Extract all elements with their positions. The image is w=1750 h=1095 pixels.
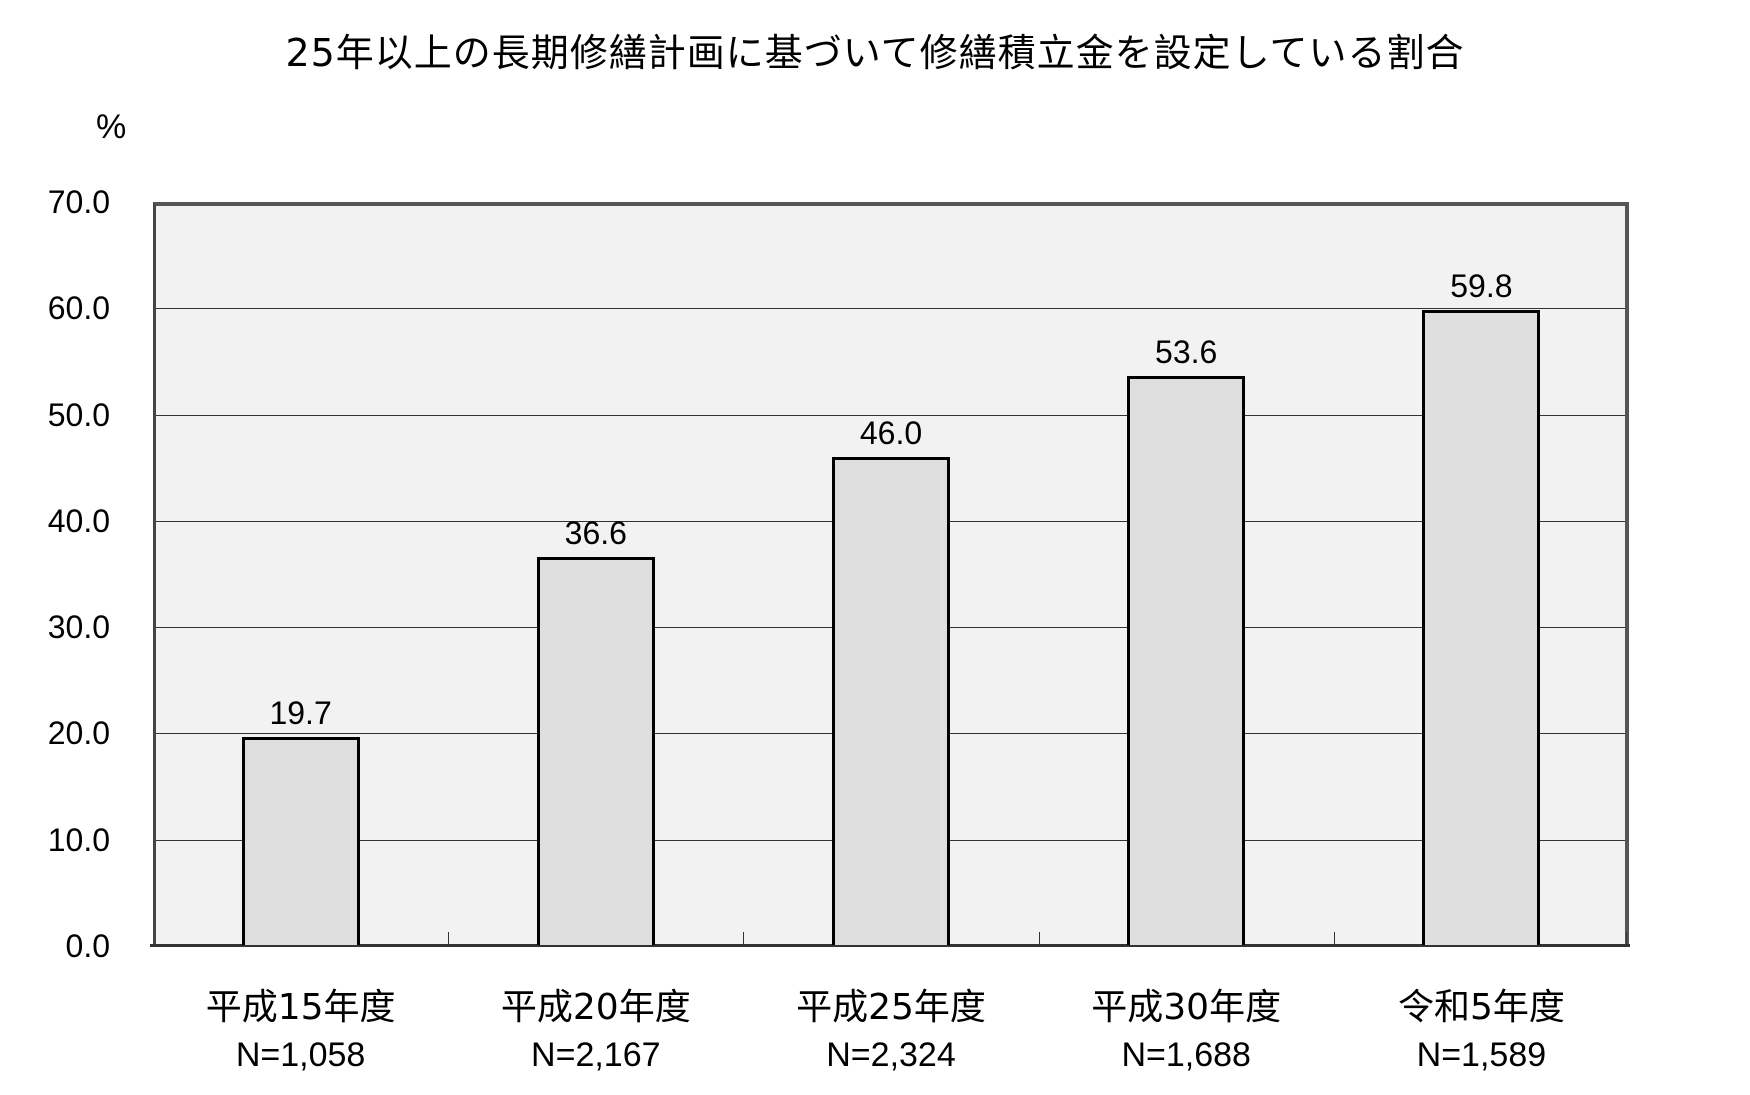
y-tick-label: 60.0: [47, 290, 110, 327]
chart-title: 25年以上の長期修繕計画に基づいて修繕積立金を設定している割合: [285, 31, 1465, 75]
x-category-label: 平成15年度: [205, 987, 396, 1028]
bar: [241, 736, 360, 945]
bar: [536, 556, 655, 945]
bar-value-label: 59.8: [1450, 268, 1513, 305]
y-tick-label: 0.0: [65, 928, 110, 964]
bar-value-label: 46.0: [859, 415, 923, 452]
x-category-label: 平成25年度: [796, 987, 986, 1028]
y-tick-label: 10.0: [47, 821, 110, 858]
bar-value-label: 53.6: [1155, 334, 1218, 371]
sample-size-label: N=1,058: [235, 1036, 366, 1074]
gridline: [156, 308, 1625, 310]
x-category-label: 令和5年度: [1397, 987, 1565, 1028]
y-tick-label: 20.0: [47, 715, 110, 752]
sample-size-label: N=2,167: [531, 1036, 661, 1074]
x-category-label: 平成20年度: [500, 987, 691, 1028]
bar: [832, 457, 950, 945]
x-tick-mark: [1038, 932, 1040, 944]
x-tick-mark: [448, 932, 450, 944]
y-axis-unit: %: [96, 108, 127, 146]
sample-size-label: N=1,688: [1121, 1036, 1251, 1074]
x-tick-mark: [743, 932, 745, 944]
y-tick-label: 50.0: [47, 396, 110, 433]
y-tick-label: 30.0: [47, 609, 110, 646]
sample-size-label: N=2,324: [826, 1036, 956, 1074]
y-tick-label: 40.0: [47, 502, 110, 539]
x-tick-mark: [1626, 932, 1627, 944]
bar: [1127, 376, 1246, 945]
bar-value-label: 19.7: [269, 694, 332, 731]
sample-size-label: N=1,589: [1416, 1036, 1547, 1074]
x-category-label: 平成30年度: [1091, 987, 1282, 1028]
x-tick-mark: [1333, 932, 1335, 944]
gridline: [156, 414, 1625, 416]
bar: [1422, 310, 1541, 945]
y-tick-label: 70.0: [47, 184, 110, 220]
x-axis-line: [150, 944, 1630, 947]
bar-value-label: 36.6: [564, 514, 627, 551]
